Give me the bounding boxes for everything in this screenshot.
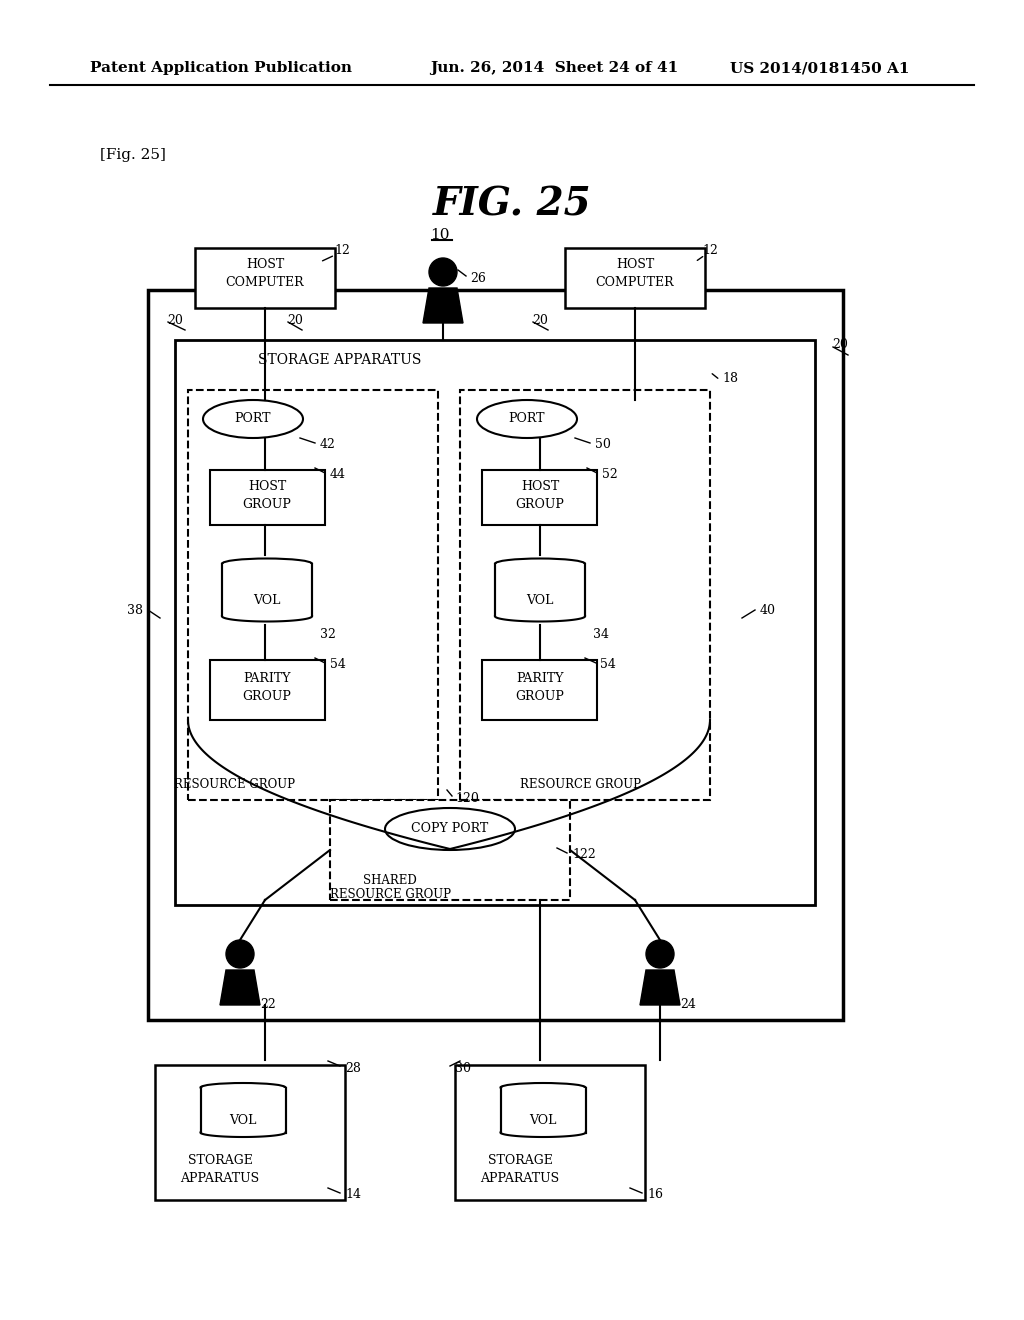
FancyBboxPatch shape: [482, 660, 597, 719]
Text: APPARATUS: APPARATUS: [180, 1172, 259, 1184]
Circle shape: [226, 940, 254, 968]
Text: 20: 20: [287, 314, 303, 326]
Text: 30: 30: [455, 1061, 471, 1074]
Text: 12: 12: [702, 243, 718, 256]
FancyBboxPatch shape: [565, 248, 705, 308]
Text: VOL: VOL: [229, 1114, 257, 1126]
Text: 32: 32: [319, 628, 336, 642]
Text: HOST: HOST: [615, 259, 654, 272]
FancyBboxPatch shape: [482, 470, 597, 525]
Text: PORT: PORT: [509, 412, 545, 425]
Text: RESOURCE GROUP: RESOURCE GROUP: [330, 888, 451, 902]
Ellipse shape: [203, 400, 303, 438]
FancyBboxPatch shape: [330, 800, 570, 900]
Text: GROUP: GROUP: [515, 690, 564, 704]
Text: Jun. 26, 2014  Sheet 24 of 41: Jun. 26, 2014 Sheet 24 of 41: [430, 61, 678, 75]
FancyBboxPatch shape: [155, 1065, 345, 1200]
Circle shape: [429, 257, 457, 286]
Text: COPY PORT: COPY PORT: [412, 822, 488, 836]
Text: PARITY: PARITY: [516, 672, 564, 685]
Text: APPARATUS: APPARATUS: [480, 1172, 559, 1184]
FancyBboxPatch shape: [175, 341, 815, 906]
Text: GROUP: GROUP: [243, 499, 292, 511]
Ellipse shape: [201, 1082, 286, 1092]
Text: SHARED: SHARED: [364, 874, 417, 887]
Ellipse shape: [222, 558, 312, 569]
FancyBboxPatch shape: [455, 1065, 645, 1200]
Text: 50: 50: [595, 438, 611, 451]
Text: 20: 20: [167, 314, 183, 326]
Text: PORT: PORT: [234, 412, 271, 425]
Text: HOST: HOST: [248, 480, 286, 494]
Text: 28: 28: [345, 1061, 360, 1074]
Text: HOST: HOST: [246, 259, 284, 272]
Text: [Fig. 25]: [Fig. 25]: [100, 148, 166, 162]
FancyBboxPatch shape: [188, 389, 438, 800]
Text: 26: 26: [470, 272, 485, 285]
Text: 52: 52: [602, 469, 617, 482]
Text: 14: 14: [345, 1188, 361, 1201]
Text: 42: 42: [319, 438, 336, 451]
Text: 38: 38: [127, 603, 143, 616]
Text: GROUP: GROUP: [243, 690, 292, 704]
FancyBboxPatch shape: [195, 248, 335, 308]
Text: GROUP: GROUP: [515, 499, 564, 511]
Text: 120: 120: [455, 792, 479, 804]
Text: RESOURCE GROUP: RESOURCE GROUP: [174, 779, 296, 792]
Polygon shape: [640, 970, 680, 1005]
Text: Patent Application Publication: Patent Application Publication: [90, 61, 352, 75]
Text: 16: 16: [647, 1188, 663, 1201]
Text: VOL: VOL: [253, 594, 281, 606]
Text: 44: 44: [330, 469, 346, 482]
FancyBboxPatch shape: [210, 660, 325, 719]
FancyBboxPatch shape: [201, 1088, 286, 1133]
Text: STORAGE: STORAGE: [487, 1154, 552, 1167]
FancyBboxPatch shape: [495, 564, 585, 616]
Ellipse shape: [495, 558, 585, 569]
Text: 24: 24: [680, 998, 696, 1011]
Circle shape: [646, 940, 674, 968]
Ellipse shape: [501, 1082, 586, 1092]
Text: 20: 20: [833, 338, 848, 351]
Text: 34: 34: [593, 628, 609, 642]
Text: STORAGE: STORAGE: [187, 1154, 253, 1167]
Text: COMPUTER: COMPUTER: [225, 276, 304, 289]
FancyBboxPatch shape: [222, 564, 312, 616]
Text: VOL: VOL: [526, 594, 554, 606]
Text: 18: 18: [722, 371, 738, 384]
Text: 20: 20: [532, 314, 548, 326]
Text: 22: 22: [260, 998, 275, 1011]
Text: RESOURCE GROUP: RESOURCE GROUP: [519, 779, 640, 792]
Text: PARITY: PARITY: [244, 672, 291, 685]
FancyBboxPatch shape: [460, 389, 710, 800]
Ellipse shape: [477, 400, 577, 438]
Text: COMPUTER: COMPUTER: [596, 276, 675, 289]
Text: 40: 40: [760, 603, 776, 616]
Text: VOL: VOL: [529, 1114, 557, 1126]
FancyBboxPatch shape: [501, 1088, 586, 1133]
Text: FIG. 25: FIG. 25: [433, 186, 591, 224]
Text: HOST: HOST: [521, 480, 559, 494]
Text: US 2014/0181450 A1: US 2014/0181450 A1: [730, 61, 909, 75]
Text: 12: 12: [334, 243, 350, 256]
FancyBboxPatch shape: [148, 290, 843, 1020]
Polygon shape: [423, 288, 463, 323]
Text: STORAGE APPARATUS: STORAGE APPARATUS: [258, 352, 422, 367]
Ellipse shape: [385, 808, 515, 850]
Text: 54: 54: [600, 659, 615, 672]
Text: 54: 54: [330, 659, 346, 672]
FancyBboxPatch shape: [210, 470, 325, 525]
Text: 122: 122: [572, 849, 596, 862]
Polygon shape: [220, 970, 260, 1005]
Text: 10: 10: [430, 228, 450, 242]
